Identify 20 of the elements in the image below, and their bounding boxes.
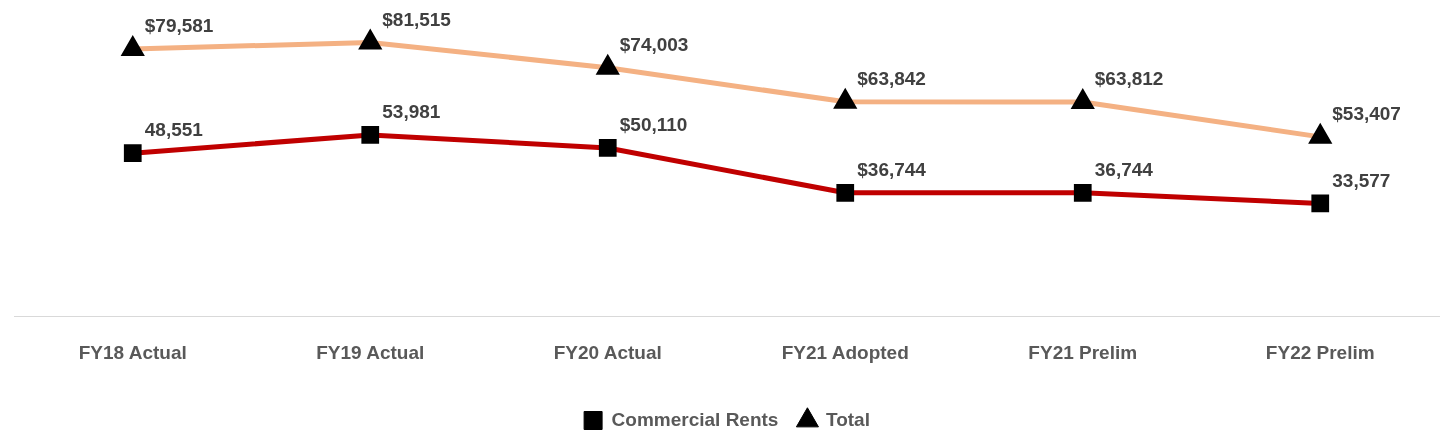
data-label: $63,812: [1094, 68, 1164, 90]
data-label: $50,110: [619, 114, 688, 136]
x-tick-label: FY18 Actual: [78, 341, 187, 363]
x-tick-label: FY21 Prelim: [1028, 341, 1138, 363]
x-tick-label: FY19 Actual: [316, 341, 425, 363]
data-label: 33,577: [1332, 169, 1391, 191]
data-label: $63,842: [857, 68, 926, 90]
legend-label: Total: [825, 408, 870, 430]
data-label: $79,581: [144, 15, 214, 37]
data-label: $81,515: [382, 8, 452, 30]
x-tick-label: FY22 Prelim: [1265, 341, 1375, 363]
legend-label: Commercial Rents: [611, 408, 779, 430]
data-label: $74,003: [619, 33, 689, 55]
data-label: 36,744: [1094, 159, 1154, 181]
x-tick-label: FY20 Actual: [553, 341, 662, 363]
data-label: 53,981: [382, 101, 441, 123]
data-label: 48,551: [144, 119, 204, 141]
data-label: $36,744: [857, 159, 927, 181]
data-label: $53,407: [1332, 103, 1401, 125]
x-tick-label: FY21 Adopted: [781, 341, 909, 363]
